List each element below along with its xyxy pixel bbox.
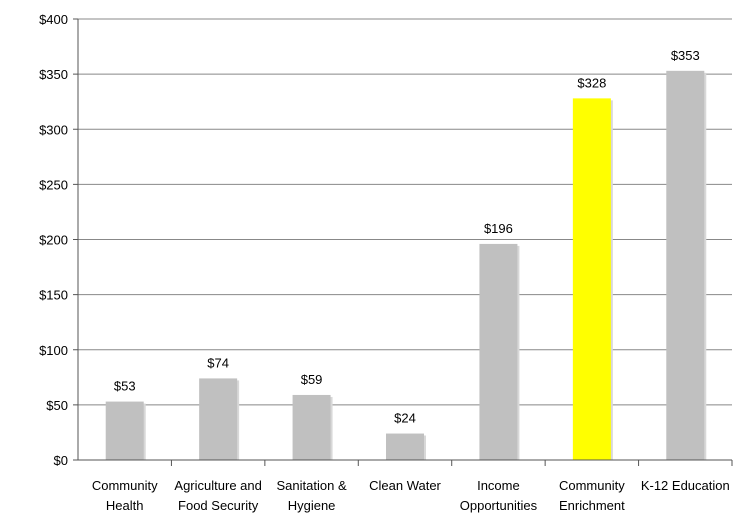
y-tick-label: $200 xyxy=(39,233,68,248)
y-tick-label: $50 xyxy=(46,398,68,413)
data-labels: $53 $74 $59 $24 $196 $328 $353 xyxy=(114,48,700,426)
bar xyxy=(199,378,238,460)
x-axis-category-labels: Community Health Agriculture and Food Secur… xyxy=(92,460,733,513)
bar xyxy=(572,98,611,460)
bars xyxy=(105,70,707,460)
y-tick-label: $250 xyxy=(39,177,68,192)
y-tick-label: $300 xyxy=(39,122,68,137)
gridlines xyxy=(78,18,732,406)
bar xyxy=(292,394,331,460)
bar xyxy=(666,70,705,460)
y-tick-label: $350 xyxy=(39,67,68,82)
y-axis-tick-labels: $0 $50 $100 $150 $200 $250 $300 $350 $400 xyxy=(39,12,78,468)
data-label: $328 xyxy=(577,75,606,90)
category-label: Income Opportunities xyxy=(460,478,538,513)
category-label: Clean Water xyxy=(369,478,441,493)
category-label: K-12 Education xyxy=(641,478,730,493)
y-tick-label: $100 xyxy=(39,343,68,358)
category-label: Agriculture and Food Security xyxy=(174,478,261,513)
bar xyxy=(479,243,518,460)
bar xyxy=(386,433,424,460)
bar xyxy=(105,401,144,460)
data-label: $53 xyxy=(114,379,136,394)
y-tick-label: $400 xyxy=(39,12,68,27)
y-tick-label: $0 xyxy=(54,453,68,468)
data-label: $59 xyxy=(301,372,323,387)
data-label: $74 xyxy=(207,355,229,370)
y-tick-label: $150 xyxy=(39,288,68,303)
category-label: Community Health xyxy=(92,478,158,513)
category-label: Sanitation & Hygiene xyxy=(277,478,347,513)
data-label: $353 xyxy=(671,48,700,63)
axes xyxy=(77,19,732,461)
data-label: $24 xyxy=(394,411,416,426)
category-label: Community Enrichment xyxy=(559,478,625,513)
data-label: $196 xyxy=(484,221,513,236)
